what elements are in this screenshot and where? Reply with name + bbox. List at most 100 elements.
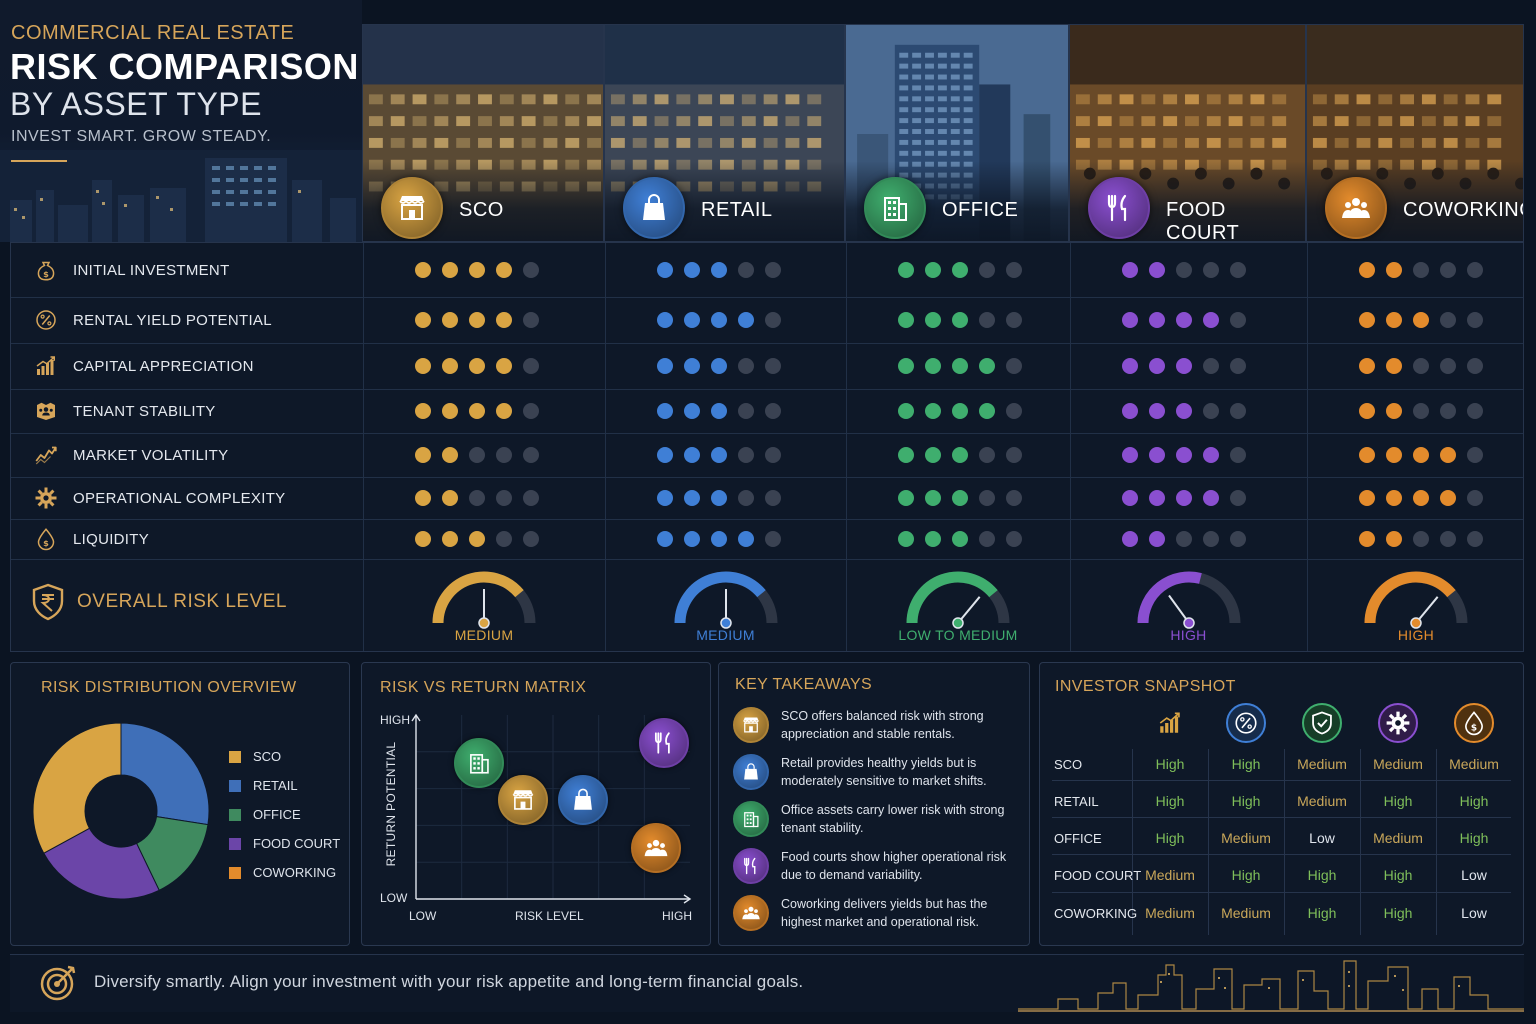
rating-dots — [657, 358, 781, 374]
asset-header-food-court: FOOD COURT — [1069, 24, 1306, 242]
rating-dot-empty — [765, 403, 781, 419]
snapshot-column-header — [1132, 703, 1208, 743]
criterion-market-volatility: MARKET VOLATILITY — [11, 433, 361, 477]
grid-col-divider — [363, 243, 364, 651]
matrix-point-sco — [498, 775, 549, 826]
rating-dots — [415, 358, 539, 374]
asset-name: RETAIL — [701, 199, 773, 221]
risk-comparison-grid: OVERALL RISK LEVEL $ INITIAL INVESTMENT … — [10, 242, 1524, 652]
rating-dot-filled — [952, 490, 968, 506]
gear-icon — [35, 487, 57, 509]
risk-level-label: HIGH — [1397, 627, 1435, 643]
rating-dot-filled — [979, 358, 995, 374]
rating-dot-filled — [711, 312, 727, 328]
asset-header-office: OFFICE — [845, 24, 1069, 242]
rating-dot-empty — [1006, 490, 1022, 506]
rating-dot-empty — [1467, 403, 1483, 419]
risk-gauge — [432, 571, 536, 629]
rating-dot-filled — [415, 447, 431, 463]
snapshot-row-label: FOOD COURT — [1054, 868, 1142, 883]
rating-dot-filled — [711, 447, 727, 463]
asset-badge — [1325, 177, 1387, 239]
risk-level-label: HIGH — [1170, 627, 1207, 643]
rating-dot-filled — [1149, 262, 1165, 278]
page-tagline: INVEST SMART. GROW STEADY. — [11, 128, 272, 145]
criterion-label: RENTAL YIELD POTENTIAL — [73, 311, 272, 329]
grid-row-divider — [11, 477, 1523, 478]
rating-dot-filled — [1149, 358, 1165, 374]
rating-dot-empty — [1006, 447, 1022, 463]
svg-text:$: $ — [43, 269, 49, 279]
rating-dots — [415, 447, 539, 463]
snapshot-cell: Medium — [1297, 756, 1347, 772]
rating-dot-filled — [711, 262, 727, 278]
rating-dots — [1122, 312, 1246, 328]
fork-knife-icon — [654, 731, 670, 754]
rating-dot-empty — [979, 490, 995, 506]
rating-dot-filled — [1440, 447, 1456, 463]
rating-dot-filled — [657, 403, 673, 419]
rating-dots — [657, 447, 781, 463]
rating-dot-empty — [1413, 358, 1429, 374]
legend-item: COWORKING — [229, 865, 336, 880]
snapshot-row-divider — [1052, 780, 1511, 781]
rating-dots — [657, 531, 781, 547]
rating-dot-empty — [1230, 262, 1246, 278]
criterion-operational-complexity: OPERATIONAL COMPLEXITY — [11, 477, 361, 519]
page-kicker: COMMERCIAL REAL ESTATE — [11, 22, 295, 44]
rating-dot-filled — [952, 358, 968, 374]
rating-dot-filled — [684, 358, 700, 374]
takeaway-badge — [733, 895, 769, 931]
rating-dot-empty — [765, 312, 781, 328]
rating-dot-filled — [1122, 358, 1138, 374]
rating-dot-empty — [979, 262, 995, 278]
rating-dot-empty — [1203, 403, 1219, 419]
rating-dot-empty — [1440, 358, 1456, 374]
rating-dot-filled — [442, 490, 458, 506]
rating-dot-empty — [496, 490, 512, 506]
legend-label: COWORKING — [253, 865, 337, 880]
rating-dots — [657, 262, 781, 278]
rating-dot-empty — [523, 358, 539, 374]
rating-dot-empty — [496, 531, 512, 547]
rating-dot-filled — [925, 358, 941, 374]
rating-dot-filled — [1122, 490, 1138, 506]
rating-dot-filled — [898, 490, 914, 506]
shield-check-icon — [1312, 711, 1332, 735]
rating-dot-empty — [1230, 490, 1246, 506]
legend-label: SCO — [253, 749, 282, 764]
asset-header-retail: RETAIL — [604, 24, 845, 242]
money-drop-icon: $ — [37, 528, 55, 551]
rating-dot-empty — [1413, 262, 1429, 278]
rating-dot-filled — [1149, 531, 1165, 547]
rating-dot-filled — [1176, 447, 1192, 463]
rating-dot-empty — [1006, 312, 1022, 328]
snapshot-cell: High — [1155, 793, 1185, 809]
rating-dot-filled — [1386, 312, 1402, 328]
snapshot-cell: High — [1307, 867, 1337, 883]
takeaway-badge — [733, 707, 769, 743]
rating-dots — [657, 403, 781, 419]
rating-dot-filled — [1176, 358, 1192, 374]
rating-dot-empty — [738, 403, 754, 419]
tenants-icon — [37, 402, 55, 420]
rating-dots — [898, 490, 1022, 506]
matrix-point-office — [454, 738, 505, 788]
snapshot-col-divider — [1436, 749, 1437, 935]
investor-snapshot-panel: INVESTOR SNAPSHOT $ SCO High High Medium Medi… — [1039, 662, 1524, 946]
rating-dot-filled — [1122, 262, 1138, 278]
x-low-label: LOW — [409, 909, 437, 923]
rating-dot-filled — [1413, 312, 1429, 328]
rating-dot-empty — [1413, 531, 1429, 547]
takeaway-text: Office assets carry lower risk with stro… — [781, 803, 1005, 835]
legend-swatch — [229, 779, 241, 792]
snapshot-cell: High — [1231, 793, 1261, 809]
title-divider — [11, 160, 67, 162]
rating-dot-filled — [898, 262, 914, 278]
grid-row-divider — [11, 343, 1523, 344]
rating-dot-empty — [1006, 403, 1022, 419]
snapshot-row-label: OFFICE — [1054, 831, 1102, 846]
rating-dots — [1359, 447, 1483, 463]
rating-dot-filled — [952, 262, 968, 278]
city-skyline-image — [0, 150, 362, 242]
